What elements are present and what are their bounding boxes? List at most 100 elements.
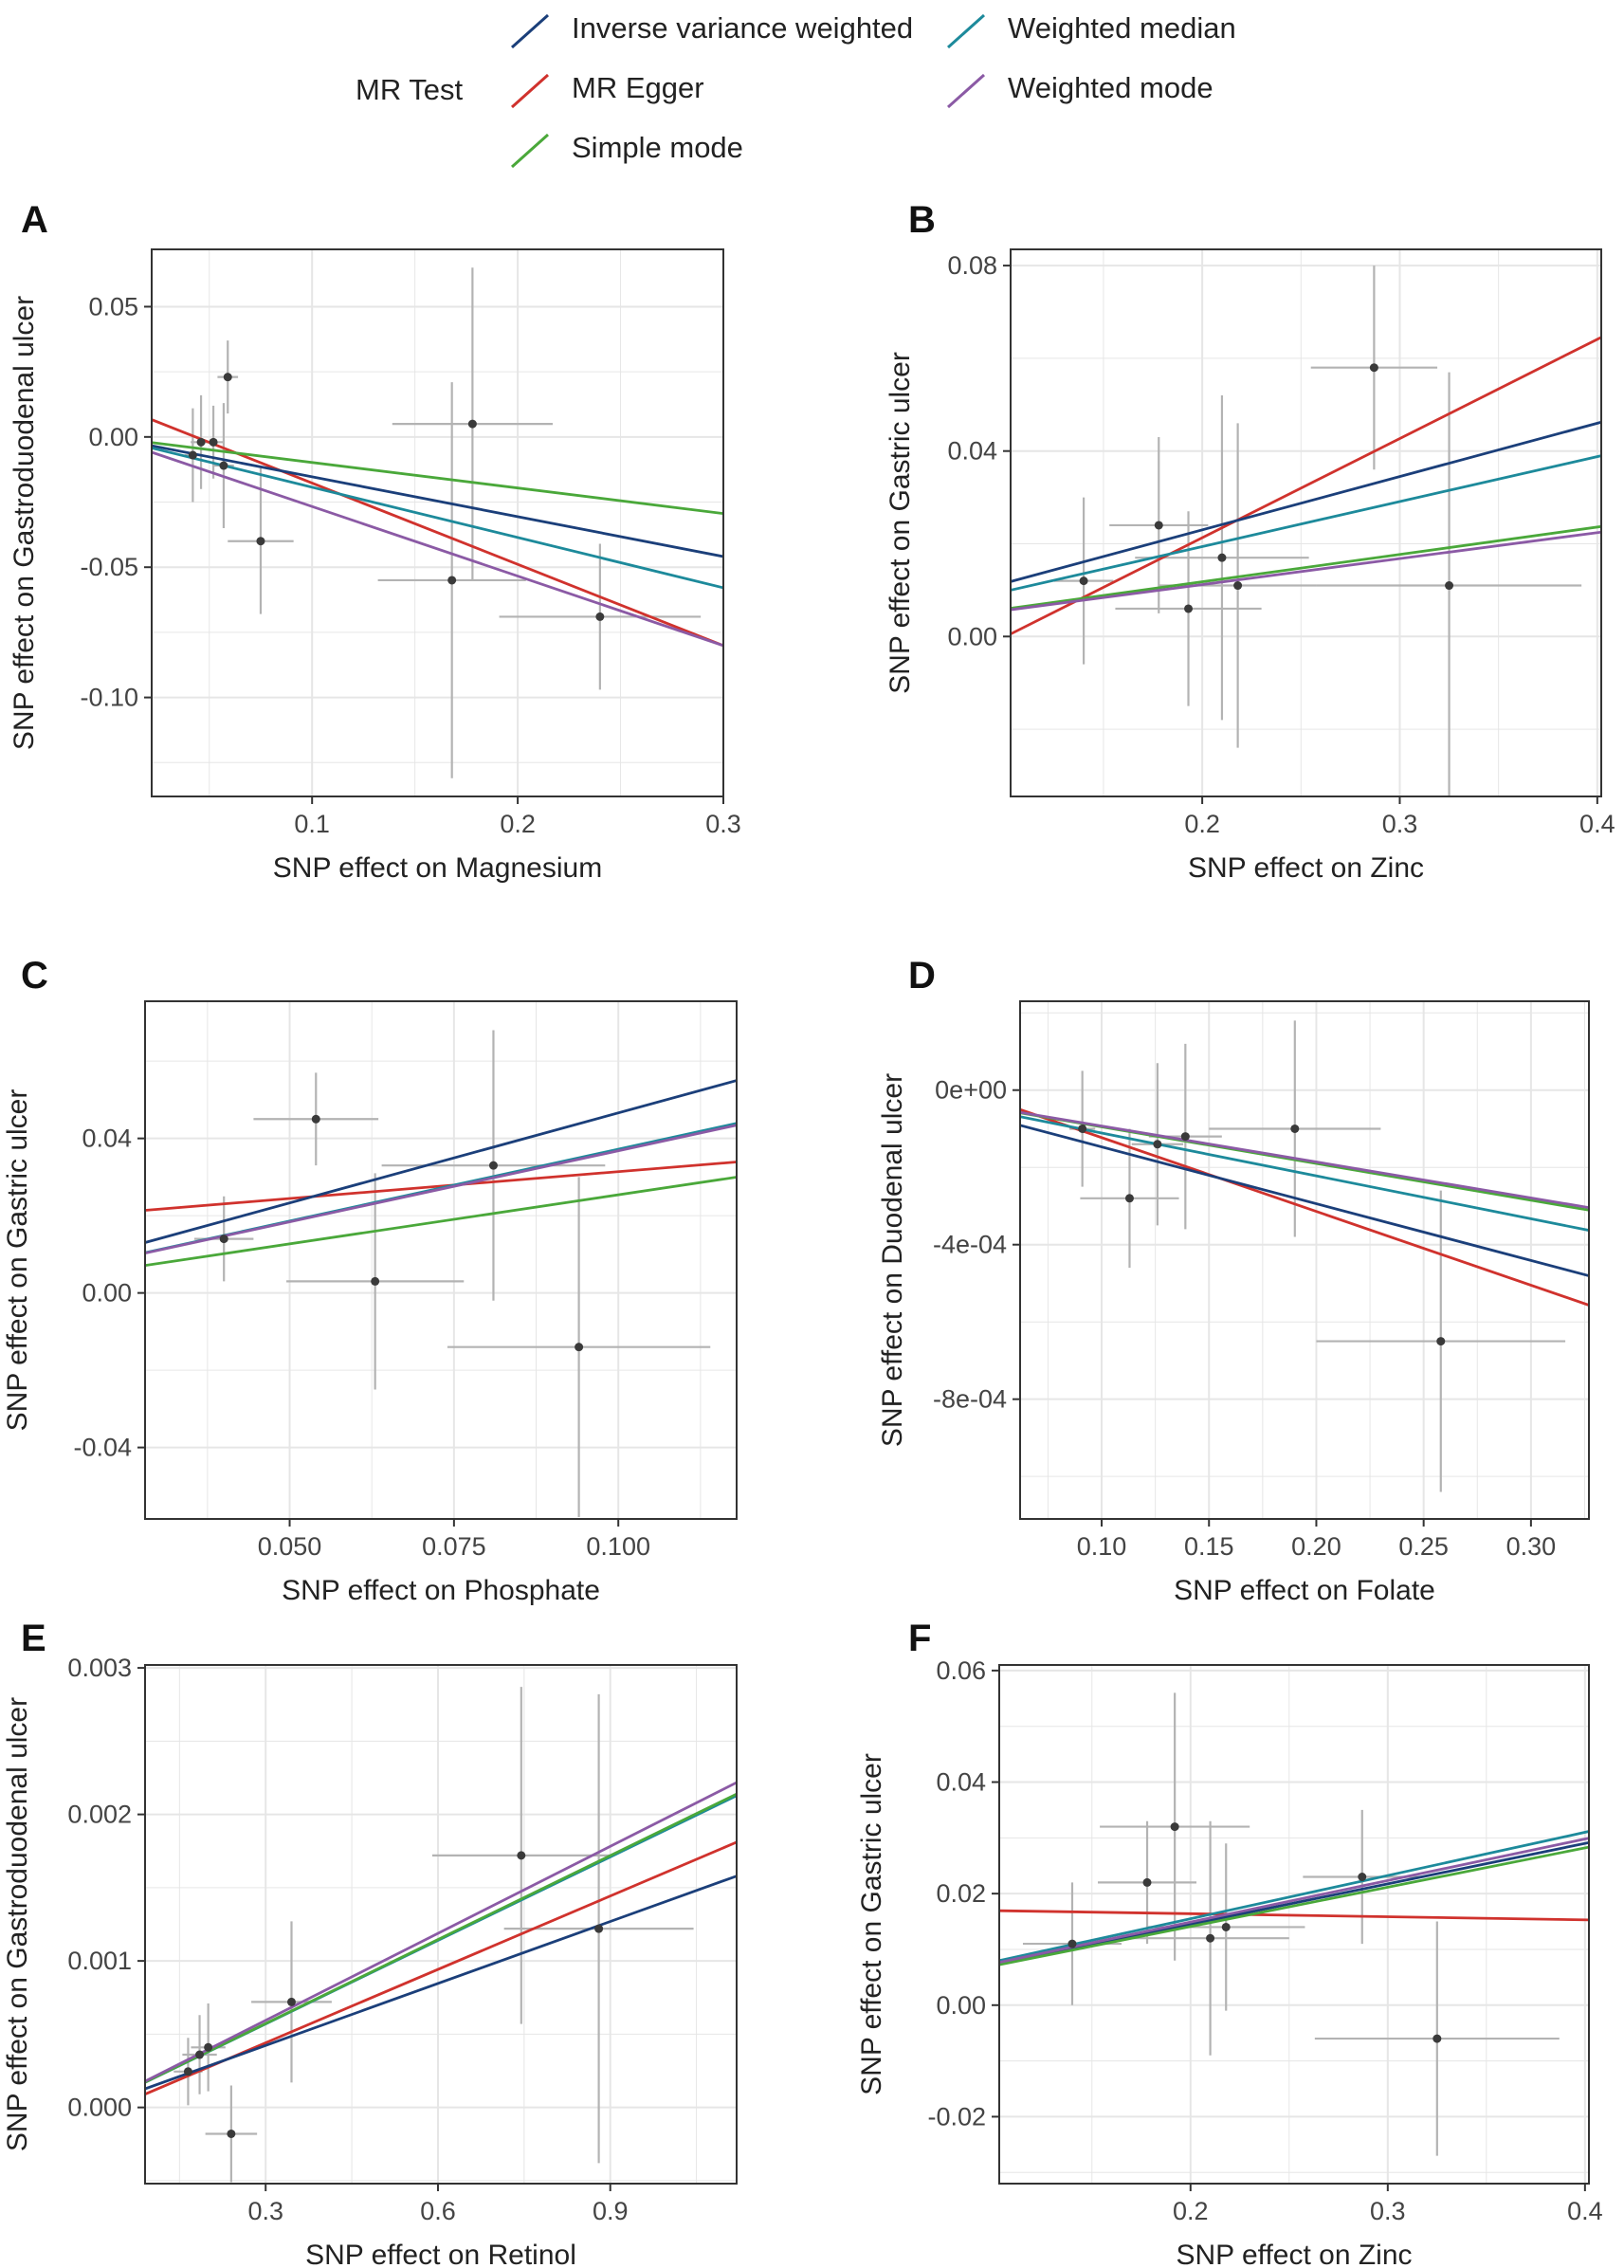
x-tick-label: 0.050 xyxy=(258,1532,322,1561)
x-axis-title: SNP effect on Magnesium xyxy=(273,852,602,884)
y-tick-label: 0e+00 xyxy=(935,1076,1007,1105)
legend-label-wmode: Weighted mode xyxy=(1008,71,1213,104)
data-point xyxy=(1369,363,1378,373)
legend-label-simple: Simple mode xyxy=(572,131,743,164)
data-point xyxy=(1124,1194,1134,1203)
legend-key-wmode xyxy=(946,73,986,109)
y-axis-title: SNP effect on Duodenal ulcer xyxy=(877,1073,908,1447)
data-point xyxy=(1445,581,1454,591)
grid xyxy=(1020,1001,1589,1519)
data-point xyxy=(1233,581,1243,591)
x-axis-title: SNP effect on Zinc xyxy=(1176,2240,1412,2268)
x-tick-label: 0.9 xyxy=(593,2197,629,2225)
regression-lines xyxy=(1020,1107,1589,1307)
y-axis-title: SNP effect on Gastric ulcer xyxy=(856,1753,887,2095)
line-wmode xyxy=(1011,530,1601,612)
y-tick-label: 0.00 xyxy=(947,622,997,650)
line-wmedian xyxy=(999,1830,1589,1963)
regression-lines xyxy=(145,1781,737,2095)
x-tick-label: 0.2 xyxy=(1184,810,1220,838)
legend-key-simple xyxy=(510,133,550,169)
line-ivw xyxy=(1011,420,1601,583)
x-tick-label: 0.20 xyxy=(1291,1532,1341,1561)
y-tick-label: 0.00 xyxy=(88,423,138,451)
data-point xyxy=(1153,1140,1162,1149)
data-point xyxy=(371,1276,380,1286)
x-tick-label: 0.100 xyxy=(586,1532,650,1561)
plot-area xyxy=(1020,1001,1589,1519)
y-tick-label: -0.10 xyxy=(80,684,138,712)
line-ivw xyxy=(145,1079,737,1244)
points xyxy=(1079,363,1454,613)
regression-lines xyxy=(999,1830,1589,1966)
line-egger xyxy=(145,1161,737,1212)
data-point xyxy=(1154,521,1163,530)
line-simple xyxy=(145,1176,737,1268)
line-wmode xyxy=(152,450,723,648)
x-axis-title: SNP effect on Zinc xyxy=(1188,852,1424,884)
y-tick-label: 0.00 xyxy=(936,1991,986,2020)
line-simple xyxy=(152,441,723,515)
line-egger xyxy=(1020,1107,1589,1307)
data-point xyxy=(1067,1939,1077,1948)
panel-letter-e: E xyxy=(21,1618,46,1659)
points xyxy=(1078,1124,1446,1346)
data-point xyxy=(311,1114,320,1124)
panel-letter-b: B xyxy=(908,199,936,241)
x-axis-title: SNP effect on Retinol xyxy=(305,2240,576,2268)
data-point xyxy=(1432,2034,1442,2043)
x-axis-title: SNP effect on Folate xyxy=(1174,1575,1435,1606)
plot-border xyxy=(151,248,724,797)
legend-label-wmedian: Weighted median xyxy=(1008,11,1236,45)
x-tick-label: 0.2 xyxy=(1173,2197,1209,2225)
points xyxy=(1067,1822,1442,2043)
x-tick-label: 0.10 xyxy=(1077,1532,1127,1561)
data-point xyxy=(219,1235,228,1244)
plot-border xyxy=(1010,248,1602,797)
data-point xyxy=(1180,1132,1190,1142)
data-point xyxy=(196,437,206,447)
x-tick-label: 0.4 xyxy=(1567,2197,1603,2225)
legend-key-wmedian xyxy=(946,13,986,49)
y-tick-label: 0.003 xyxy=(67,1654,132,1682)
y-tick-label: -0.04 xyxy=(73,1434,132,1462)
points xyxy=(219,1114,584,1352)
points xyxy=(183,1851,604,2138)
data-point xyxy=(1170,1822,1179,1832)
y-tick-label: 0.000 xyxy=(67,2094,132,2122)
y-tick-label: 0.002 xyxy=(67,1801,132,1829)
x-tick-label: 0.2 xyxy=(500,810,536,838)
legend-key-ivw xyxy=(510,13,550,49)
data-point xyxy=(219,461,228,470)
data-point xyxy=(1358,1873,1367,1882)
plot-area xyxy=(145,1001,737,1519)
line-wmode xyxy=(1020,1110,1589,1210)
x-tick-label: 0.4 xyxy=(1579,810,1615,838)
data-point xyxy=(183,2067,192,2076)
panel-letter-c: C xyxy=(21,955,48,997)
grid xyxy=(152,249,723,796)
data-point xyxy=(286,1997,296,2006)
plot-area xyxy=(145,1665,737,2184)
data-point xyxy=(517,1851,526,1860)
line-ivw xyxy=(145,1875,737,2091)
line-ivw xyxy=(1020,1124,1589,1277)
data-point xyxy=(1221,1922,1231,1931)
data-point xyxy=(188,450,197,460)
panel-letter-f: F xyxy=(908,1618,931,1659)
y-tick-label: 0.04 xyxy=(947,437,997,466)
y-tick-label: 0.001 xyxy=(67,1947,132,1975)
grid xyxy=(145,1665,737,2184)
regression-lines xyxy=(152,418,723,648)
panel-letter-a: A xyxy=(21,199,48,241)
x-tick-label: 0.30 xyxy=(1506,1532,1557,1561)
points xyxy=(188,373,605,621)
line-wmode xyxy=(145,1124,737,1255)
data-point xyxy=(1142,1877,1152,1887)
panel-c: C 0.050 0.075 0.100 -0.04 0.00 0.04 SNP effect … xyxy=(2,955,738,1606)
x-tick-label: 0.3 xyxy=(1370,2197,1406,2225)
panel-d: D 0.10 0.15 0.20 0.25 0.30 -8e-04 -4e-04 0e+00 SN… xyxy=(877,955,1590,1606)
line-wmedian xyxy=(152,447,723,590)
line-wmedian xyxy=(1011,454,1601,592)
y-tick-label: 0.05 xyxy=(88,292,138,320)
